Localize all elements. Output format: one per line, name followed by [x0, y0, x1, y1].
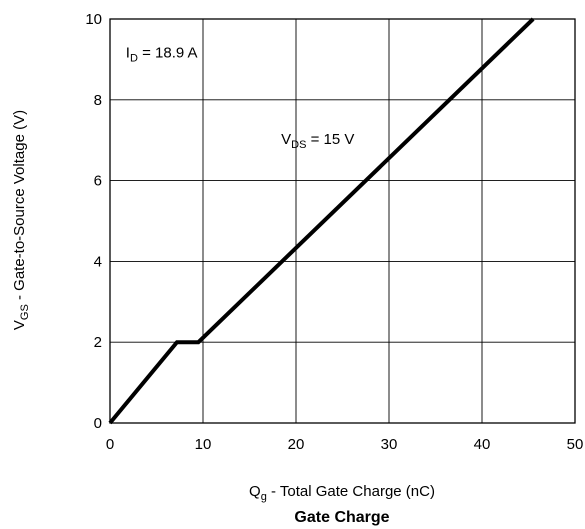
plot-frame [109, 18, 576, 424]
y-tick-label: 4 [94, 253, 102, 270]
annotation-main: I [126, 44, 130, 61]
y-tick-label: 2 [94, 334, 102, 351]
y-tick-label: 0 [94, 415, 102, 432]
y-tick-label: 6 [94, 173, 102, 190]
x-axis-label: Qg - Total Gate Charge (nC) [249, 483, 435, 503]
y-axis-label-main: V [11, 320, 28, 330]
y-axis-label-sub: GS [19, 304, 31, 320]
chart-title: Gate Charge [294, 509, 389, 526]
x-tick-label: 10 [195, 436, 212, 453]
annotation-rest: = 18.9 A [138, 44, 198, 61]
x-tick-label: 40 [474, 436, 491, 453]
tick-labels: 0 10 20 30 40 50 0 2 4 6 8 10 [85, 11, 583, 453]
annotations: ID = 18.9 A VDS = 15 V [126, 44, 355, 151]
x-tick-label: 30 [381, 436, 398, 453]
x-tick-label: 0 [106, 436, 114, 453]
annotation-sub: D [130, 52, 138, 64]
x-tick-label: 50 [567, 436, 584, 453]
series-layer [108, 17, 535, 425]
y-tick-label: 8 [94, 92, 102, 109]
x-axis-label-sub: g [261, 491, 267, 503]
y-axis-label-rest: - Gate-to-Source Voltage (V) [11, 110, 28, 304]
y-tick-label: 10 [85, 11, 102, 28]
annotation-sub: DS [291, 139, 306, 151]
grid [109, 18, 576, 424]
x-axis-label-rest: - Total Gate Charge (nC) [267, 483, 435, 500]
x-tick-label: 20 [288, 436, 305, 453]
x-axis-label-main: Q [249, 483, 261, 500]
annotation-main: V [281, 131, 291, 148]
annotation-rest: = 15 V [306, 131, 354, 148]
annotation: ID = 18.9 A [126, 44, 198, 64]
y-axis-label: VGS - Gate-to-Source Voltage (V) [11, 110, 31, 330]
gate-charge-line [108, 17, 535, 425]
annotation: VDS = 15 V [281, 131, 354, 151]
